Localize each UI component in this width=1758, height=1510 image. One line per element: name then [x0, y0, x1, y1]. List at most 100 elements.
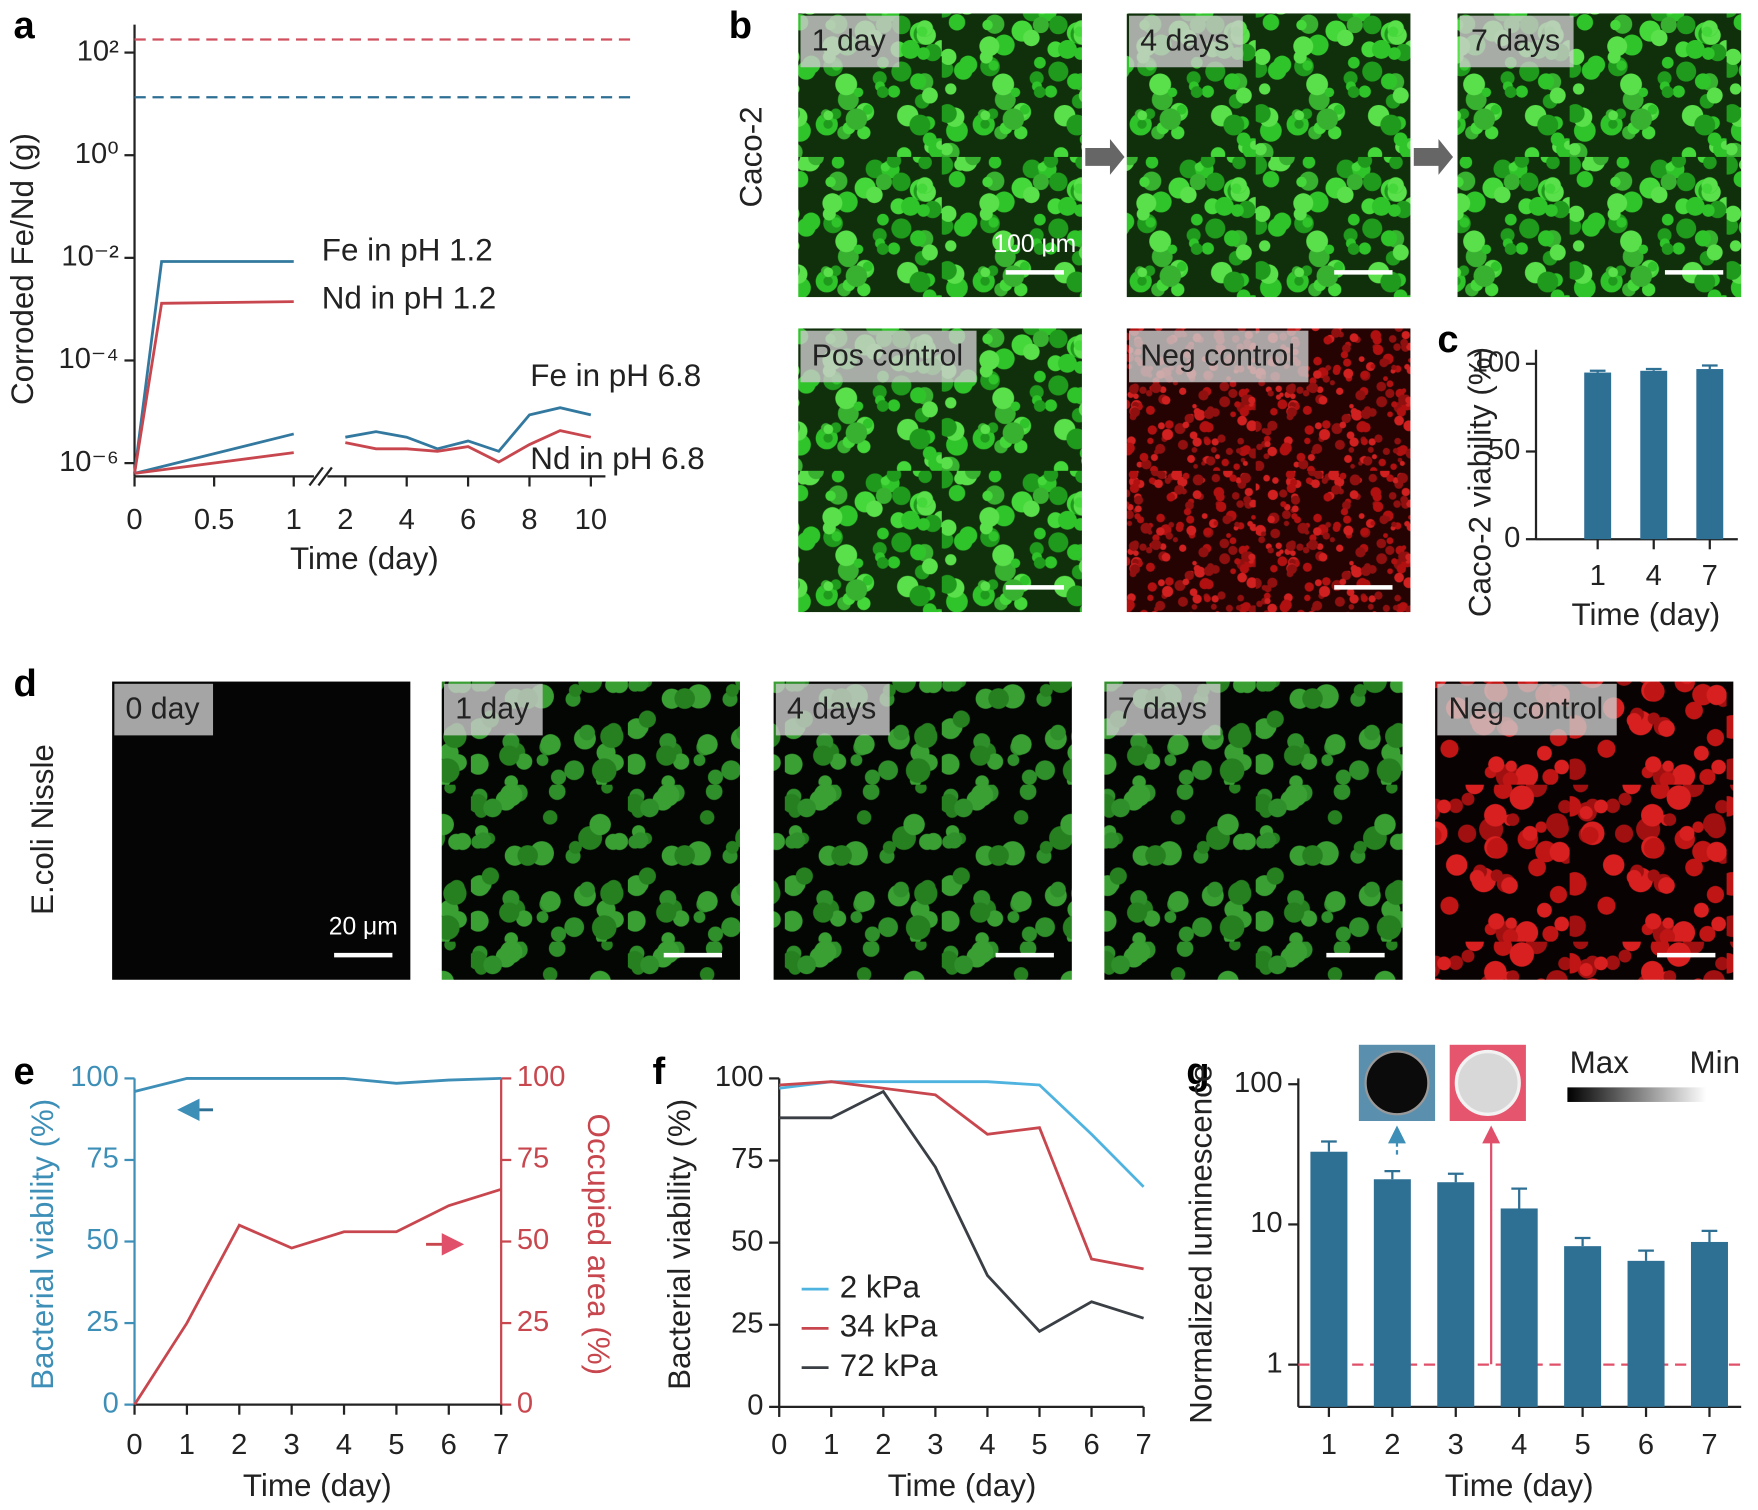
x-tick-label: 6 — [460, 504, 476, 536]
bar — [1627, 1260, 1665, 1407]
y-tick-label: 10² — [77, 35, 119, 67]
image-label: 1 day — [455, 693, 530, 726]
panel-label: f — [653, 1051, 666, 1093]
y-tick-label: 75 — [86, 1143, 118, 1175]
legend-label: 2 kPa — [840, 1269, 921, 1304]
y-tick-label: 0 — [1504, 522, 1520, 554]
axis-break — [317, 466, 333, 487]
image-label-bg — [800, 15, 900, 68]
x-tick-label: 6 — [1638, 1429, 1654, 1461]
row-label: Caco-2 — [734, 106, 769, 207]
y-axis-label: Caco-2 viability (%) — [1462, 347, 1497, 617]
y-tick-label: 1 — [1266, 1347, 1282, 1379]
x-tick-label: 2 — [231, 1429, 247, 1461]
x-tick-label: 7 — [493, 1429, 509, 1461]
image-label-bg — [1459, 15, 1574, 68]
error-bar — [1701, 364, 1718, 370]
bar — [1690, 1241, 1728, 1407]
x-axis-label: Time (day) — [1445, 1468, 1594, 1503]
x-tick-label: 0.5 — [194, 504, 235, 536]
x-tick-label: 1 — [179, 1429, 195, 1461]
image-label: Neg control — [1140, 340, 1295, 373]
y-axis-label: Bacterial viability (%) — [25, 1099, 60, 1390]
image-label: 4 days — [1140, 25, 1229, 58]
bar — [1584, 372, 1612, 540]
row-label: E.coli Nissle — [25, 744, 60, 915]
x-tick-label: 4 — [399, 504, 415, 536]
bar — [1437, 1182, 1475, 1407]
x-axis-label: Time (day) — [290, 541, 439, 576]
x-axis-label: Time (day) — [1571, 597, 1720, 632]
error-bar — [1638, 1249, 1654, 1261]
y-tick-label: 10⁻² — [61, 241, 119, 273]
image-label: 1 day — [812, 25, 887, 58]
gradient-label: Min — [1689, 1045, 1740, 1080]
y-tick-label: 10⁻⁴ — [59, 343, 119, 375]
image-label: Neg control — [1449, 693, 1604, 726]
bar — [1310, 1151, 1348, 1407]
y-tick-label: 100 — [1472, 346, 1521, 378]
series-line — [134, 451, 294, 475]
sequence-arrow — [1413, 139, 1454, 175]
inset-dish — [1454, 1049, 1521, 1116]
inset-dish — [1364, 1050, 1430, 1116]
image-label: 7 days — [1118, 693, 1207, 726]
y-tick-label: 25 — [86, 1306, 118, 1338]
x-tick-label: 4 — [336, 1429, 352, 1461]
bar — [1640, 370, 1668, 540]
panel-label: a — [13, 5, 35, 47]
gradient-bar — [1567, 1087, 1707, 1102]
x-axis-label: Time (day) — [888, 1468, 1037, 1503]
series-label: Fe in pH 1.2 — [322, 233, 493, 268]
scale-bar-label: 100 μm — [993, 231, 1076, 258]
image-label: Pos control — [812, 340, 963, 373]
legend-label: 72 kPa — [840, 1348, 938, 1383]
error-bar — [1589, 369, 1606, 373]
y-tick-label: 100 — [1234, 1067, 1283, 1099]
series-line — [779, 1080, 1145, 1188]
panel-label: c — [1437, 319, 1458, 361]
series-line — [345, 429, 592, 464]
series-label: Nd in pH 1.2 — [322, 281, 496, 316]
y2-tick-label: 50 — [517, 1224, 549, 1256]
error-bar — [1447, 1172, 1464, 1183]
x-tick-label: 1 — [823, 1429, 839, 1461]
y-tick-label: 25 — [731, 1307, 763, 1339]
series-line — [134, 432, 295, 475]
error-bar — [1384, 1169, 1401, 1180]
series-line — [779, 1089, 1145, 1334]
legend-label: 34 kPa — [840, 1309, 938, 1344]
sequence-arrow — [1085, 139, 1125, 175]
image-label-bg — [800, 330, 977, 383]
x-tick-label: 6 — [441, 1429, 457, 1461]
y2-tick-label: 100 — [517, 1061, 566, 1093]
x-tick-label: 5 — [1575, 1429, 1591, 1461]
error-bar — [1511, 1187, 1528, 1209]
x-tick-label: 3 — [1448, 1429, 1464, 1461]
x-tick-label: 1 — [1590, 560, 1606, 592]
x-tick-label: 2 — [875, 1429, 891, 1461]
y2-tick-label: 25 — [517, 1306, 549, 1338]
x-tick-label: 4 — [1646, 560, 1662, 592]
image-label: 7 days — [1471, 25, 1560, 58]
series-line — [133, 1187, 502, 1406]
x-tick-label: 8 — [521, 504, 537, 536]
y-axis-label: Normalized luminescence — [1183, 1065, 1218, 1424]
y-tick-label: 0 — [103, 1387, 119, 1419]
error-bar — [1701, 1229, 1718, 1242]
error-bar — [1321, 1140, 1337, 1152]
x-tick-label: 0 — [126, 504, 142, 536]
y-tick-label: 100 — [70, 1061, 119, 1093]
x-tick-label: 4 — [979, 1429, 995, 1461]
x-tick-label: 0 — [771, 1429, 787, 1461]
panel-label: g — [1186, 1051, 1209, 1093]
y-tick-label: 50 — [86, 1224, 118, 1256]
series-line — [133, 300, 294, 474]
x-axis-label: Time (day) — [243, 1468, 392, 1503]
image-label-bg — [1106, 683, 1221, 736]
x-tick-label: 10 — [575, 504, 607, 536]
scale-bar-label: 20 μm — [329, 914, 398, 941]
x-tick-label: 5 — [1031, 1429, 1047, 1461]
bar — [1696, 369, 1724, 540]
